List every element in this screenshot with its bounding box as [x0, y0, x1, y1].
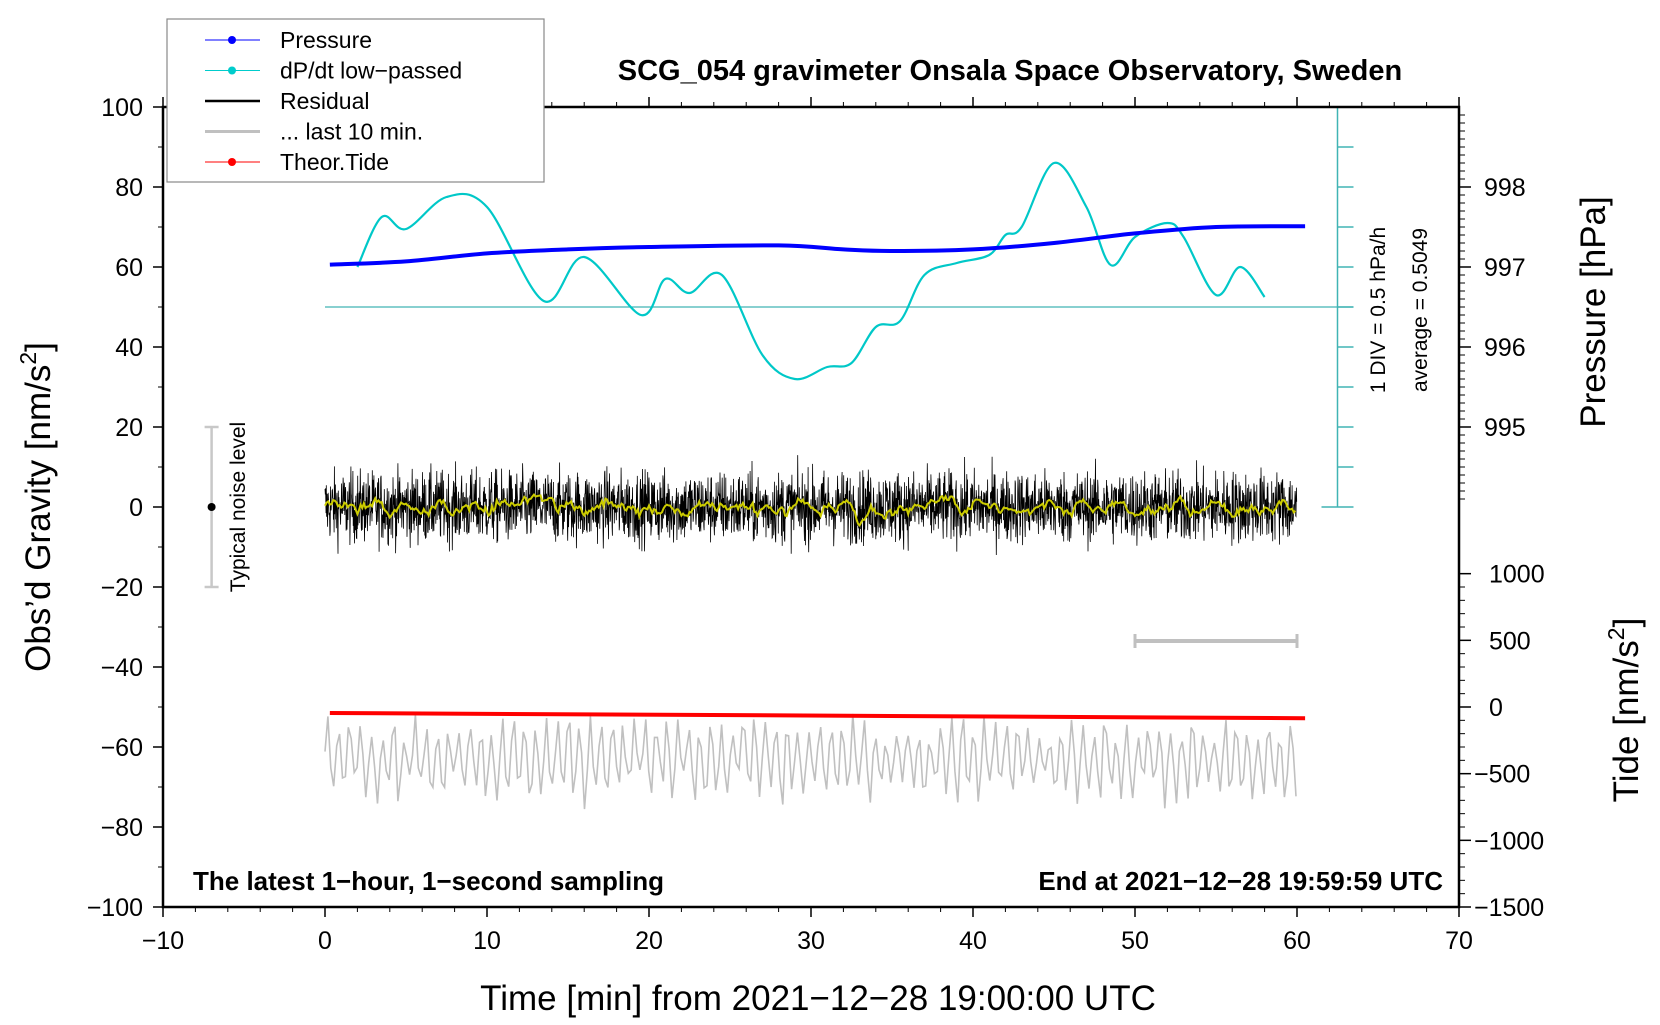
- x-tick-label: 60: [1283, 927, 1311, 955]
- legend-entry: ... last 10 min.: [205, 119, 423, 145]
- x-tick-label: 40: [959, 927, 987, 955]
- y-tick-label: 40: [115, 334, 143, 362]
- y-tick-label: −100: [87, 894, 143, 922]
- residual-smoothed-line: [324, 493, 1297, 527]
- legend-label: Residual: [280, 88, 370, 114]
- legend: Pressure dP/dt low−passed Residual ... last…: [166, 18, 545, 183]
- y-tick-label: −20: [101, 574, 143, 602]
- average-label: average = 0.5049: [1409, 228, 1432, 392]
- x-axis-label: Time [min] from 2021−12−28 19:00:00 UTC: [480, 979, 1156, 1018]
- x-tick-label: 10: [473, 927, 501, 955]
- y-tick-label: −40: [101, 654, 143, 682]
- y-axis-label: Obs’d Gravity [nm/s2]: [15, 342, 58, 672]
- legend-marker: [228, 158, 236, 166]
- noise-level-dot: [207, 503, 216, 511]
- theor-tide-line: [329, 711, 1306, 721]
- y-tick-label: 20: [115, 414, 143, 442]
- plot-frame: [161, 105, 1461, 909]
- y-tick-label: −80: [101, 814, 143, 842]
- x-tick-label: 30: [797, 927, 825, 955]
- tide-tick-label: −1000: [1474, 827, 1544, 855]
- tide-tick-label: 1000: [1489, 561, 1545, 589]
- y-tick-label: 100: [101, 94, 143, 122]
- x-tick-label: 70: [1445, 927, 1473, 955]
- pressure-tick-label: 998: [1484, 174, 1526, 202]
- y-tick-label: 0: [129, 494, 143, 522]
- legend-marker: [228, 66, 236, 75]
- x-tick-label: 0: [318, 927, 332, 955]
- pressure-line: [329, 224, 1306, 267]
- legend-label: Pressure: [280, 27, 372, 53]
- legend-label: ... last 10 min.: [280, 119, 423, 145]
- legend-entry: Pressure: [205, 27, 372, 53]
- pressure-tick-label: 997: [1484, 254, 1526, 282]
- tide-tick-label: 500: [1489, 627, 1531, 655]
- tide-tick-label: 0: [1489, 694, 1503, 722]
- y-tick-label: 80: [115, 174, 143, 202]
- last10-line: [324, 713, 1297, 810]
- sampling-note: The latest 1−hour, 1−second sampling: [193, 866, 664, 896]
- end-time-note: End at 2021−12−28 19:59:59 UTC: [1038, 866, 1443, 896]
- x-tick-label: 20: [635, 927, 663, 955]
- pressure-tick-label: 995: [1484, 414, 1526, 442]
- pressure-axis-label: Pressure [hPa]: [1574, 196, 1613, 428]
- legend-label: Theor.Tide: [280, 149, 389, 175]
- x-tick-label: 50: [1121, 927, 1149, 955]
- noise-level-label: Typical noise level: [227, 422, 250, 592]
- residual-line: [324, 455, 1298, 556]
- pressure-tick-label: 996: [1484, 334, 1526, 362]
- div-scale-label: 1 DIV = 0.5 hPa/h: [1367, 227, 1390, 393]
- x-tick-label: −10: [142, 927, 184, 955]
- legend-entry: dP/dt low−passed: [205, 58, 462, 84]
- tide-axis-label: Tide [nm/s2]: [1603, 618, 1646, 803]
- legend-entry: Residual: [205, 88, 370, 114]
- legend-entry: Theor.Tide: [205, 149, 389, 175]
- y-tick-label: −60: [101, 734, 143, 762]
- chart-title: SCG_054 gravimeter Onsala Space Observat…: [618, 55, 1402, 87]
- tide-tick-label: −1500: [1474, 894, 1544, 922]
- tide-tick-label: −500: [1474, 761, 1530, 789]
- legend-marker: [228, 36, 236, 44]
- dpdt-line: [356, 161, 1266, 381]
- y-tick-label: 60: [115, 254, 143, 282]
- legend-label: dP/dt low−passed: [280, 58, 462, 84]
